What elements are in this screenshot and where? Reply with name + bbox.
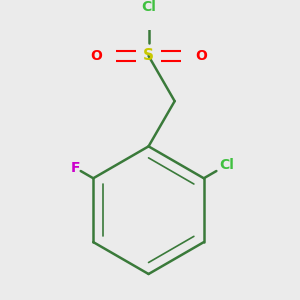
Text: Cl: Cl [141, 0, 156, 14]
Text: O: O [195, 49, 207, 63]
Text: Cl: Cl [219, 158, 234, 172]
Text: F: F [71, 161, 80, 175]
Text: O: O [90, 49, 102, 63]
Text: S: S [143, 48, 154, 63]
